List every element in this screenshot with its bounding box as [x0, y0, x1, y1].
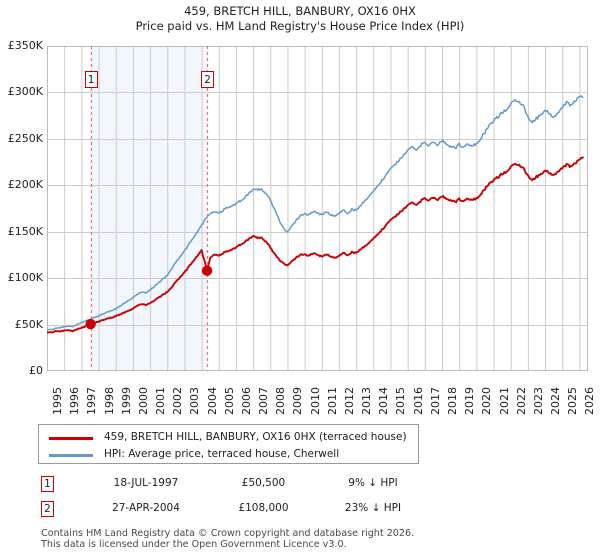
- footer-line-1: Contains HM Land Registry data © Crown c…: [41, 528, 415, 539]
- y-axis-tick: £350K: [7, 39, 43, 52]
- x-axis-labels: 1995 1996 1997 1998 1999 2000 2001 2002 2003 2004…: [47, 375, 596, 420]
- y-axis-tick: £50K: [14, 317, 43, 331]
- x-axis-tick: 2010: [308, 387, 322, 415]
- x-axis-tick: 2018: [446, 387, 460, 415]
- transaction-price: £50,500: [241, 477, 286, 489]
- x-axis-tick: 2007: [257, 387, 271, 415]
- y-axis-tick: £100K: [7, 271, 43, 285]
- transaction-index-badge[interactable]: 1: [41, 476, 54, 492]
- chart-subtitle: Price paid vs. HM Land Registry's House …: [135, 19, 465, 33]
- event-index-badge[interactable]: 2: [201, 71, 215, 88]
- x-axis-tick: 2000: [136, 387, 150, 415]
- legend-item: HPI: Average price, terraced house, Cher…: [39, 445, 418, 465]
- y-axis-tick: £300K: [7, 85, 43, 99]
- legend-item: 459, BRETCH HILL, BANBURY, OX16 0HX (ter…: [39, 428, 418, 448]
- x-axis-tick: 1997: [85, 387, 99, 415]
- transaction-date: 27-APR-2004: [112, 502, 180, 514]
- plot-area: [47, 46, 588, 371]
- legend-label: HPI: Average price, terraced house, Cher…: [104, 448, 340, 460]
- x-axis-tick: 2022: [514, 387, 528, 415]
- transaction-index-badge[interactable]: 2: [41, 501, 54, 517]
- sale-point-marker[interactable]: [85, 318, 96, 330]
- x-axis-tick: 2021: [497, 387, 511, 415]
- x-axis-tick: 2005: [222, 387, 236, 415]
- chart-legend: 459, BRETCH HILL, BANBURY, OX16 0HX (ter…: [38, 424, 419, 464]
- y-axis-tick: £250K: [7, 131, 43, 145]
- legend-color-swatch: [49, 437, 93, 440]
- transaction-row: 2 27-APR-2004 £108,000 23% ↓ HPI: [38, 499, 438, 524]
- footer-attribution: Contains HM Land Registry data © Crown c…: [41, 528, 581, 550]
- legend-color-swatch: [49, 454, 93, 457]
- legend-label: 459, BRETCH HILL, BANBURY, OX16 0HX (ter…: [104, 431, 407, 443]
- transactions-table: 1 18-JUL-1997 £50,500 9% ↓ HPI 2 27-APR-2004 £…: [38, 474, 438, 524]
- x-axis-tick: 2004: [205, 387, 219, 415]
- ownership-period-band: [90, 46, 208, 371]
- plot-border: [47, 46, 588, 371]
- x-axis-tick: 2001: [154, 387, 168, 415]
- x-axis-tick: 2020: [480, 387, 494, 415]
- x-axis-tick: 2016: [411, 387, 425, 415]
- x-axis-tick: 1998: [102, 387, 116, 415]
- x-axis-tick: 2014: [377, 387, 391, 415]
- y-axis-tick: £200K: [7, 178, 43, 192]
- y-axis-labels: £0 £50K £100K £150K £200K £250K £300K £350K: [0, 39, 600, 377]
- page-title: 459, BRETCH HILL, BANBURY, OX16 0HX Pric…: [0, 4, 600, 34]
- x-axis-tick: 2024: [549, 387, 563, 415]
- footer-line-2: This data is licensed under the Open Gov…: [41, 539, 347, 550]
- x-axis-tick: 2013: [360, 387, 374, 415]
- x-axis-tick: 2017: [428, 387, 442, 415]
- x-axis-tick: 2009: [291, 387, 305, 415]
- transaction-hpi-delta: 23% ↓ HPI: [344, 502, 402, 514]
- sale-point-marker[interactable]: [201, 265, 213, 276]
- series-property-price: [47, 156, 584, 334]
- x-axis-tick: 2006: [239, 387, 253, 415]
- y-axis-tick: £150K: [7, 224, 43, 238]
- transaction-row: 1 18-JUL-1997 £50,500 9% ↓ HPI: [38, 474, 438, 499]
- x-axis-tick: 2008: [274, 387, 288, 415]
- chart-title: 459, BRETCH HILL, BANBURY, OX16 0HX: [184, 4, 416, 18]
- x-axis-tick: 1999: [119, 387, 133, 415]
- x-axis-tick: 2011: [325, 387, 339, 415]
- transaction-price: £108,000: [238, 502, 289, 514]
- x-axis-tick: 2023: [531, 387, 545, 415]
- x-axis-tick: 2003: [188, 387, 202, 415]
- x-axis-tick: 2002: [171, 387, 185, 415]
- x-axis-tick: 2025: [566, 387, 580, 415]
- transaction-hpi-delta: 9% ↓ HPI: [348, 477, 398, 489]
- y-axis-tick: £0: [29, 364, 43, 377]
- x-axis-tick: 2026: [583, 387, 597, 415]
- chart-svg: [47, 46, 588, 371]
- event-index-badge[interactable]: 1: [84, 71, 98, 88]
- x-axis-tick: 2012: [342, 387, 356, 415]
- x-axis-tick: 2019: [463, 387, 477, 415]
- transaction-date: 18-JUL-1997: [113, 477, 179, 489]
- x-axis-tick: 2015: [394, 387, 408, 415]
- x-axis-tick: 1996: [68, 387, 82, 415]
- series-hpi: [47, 95, 584, 331]
- x-axis-tick: 1995: [51, 387, 64, 415]
